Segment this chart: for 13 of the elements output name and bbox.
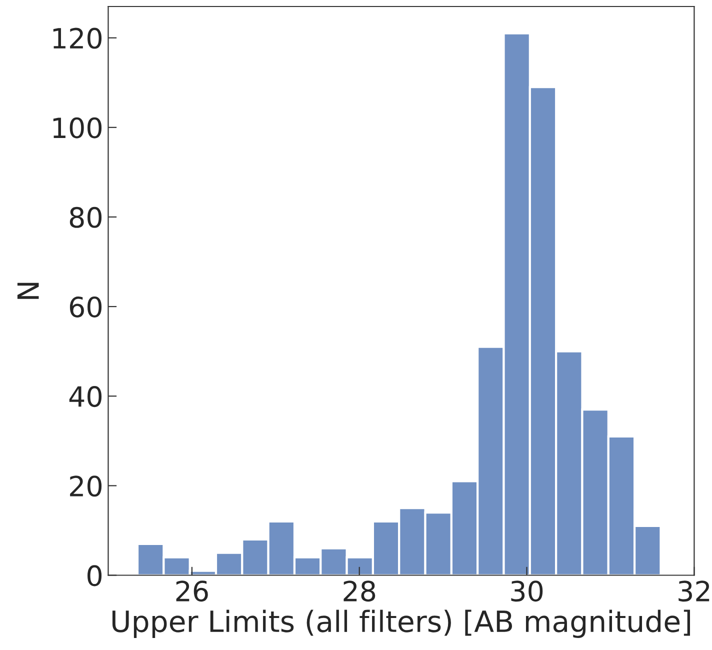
x-tick-label: 28 <box>344 580 376 602</box>
y-tick-label: 100 <box>53 117 102 138</box>
y-tick-label: 0 <box>88 565 102 586</box>
x-tick-label: 26 <box>176 580 208 602</box>
y-tick-label: 120 <box>53 28 102 49</box>
x-tick-label: 32 <box>678 580 710 602</box>
y-tick-label: 60 <box>70 296 102 318</box>
y-tick-label: 80 <box>70 206 102 228</box>
x-axis-title: Upper Limits (all filters) [AB magnitude] <box>112 610 690 638</box>
y-axis-title: N <box>17 282 39 299</box>
y-tick-label: 20 <box>70 476 102 497</box>
y-tick-label: 40 <box>69 386 102 408</box>
x-tick-label: 30 <box>511 580 543 602</box>
